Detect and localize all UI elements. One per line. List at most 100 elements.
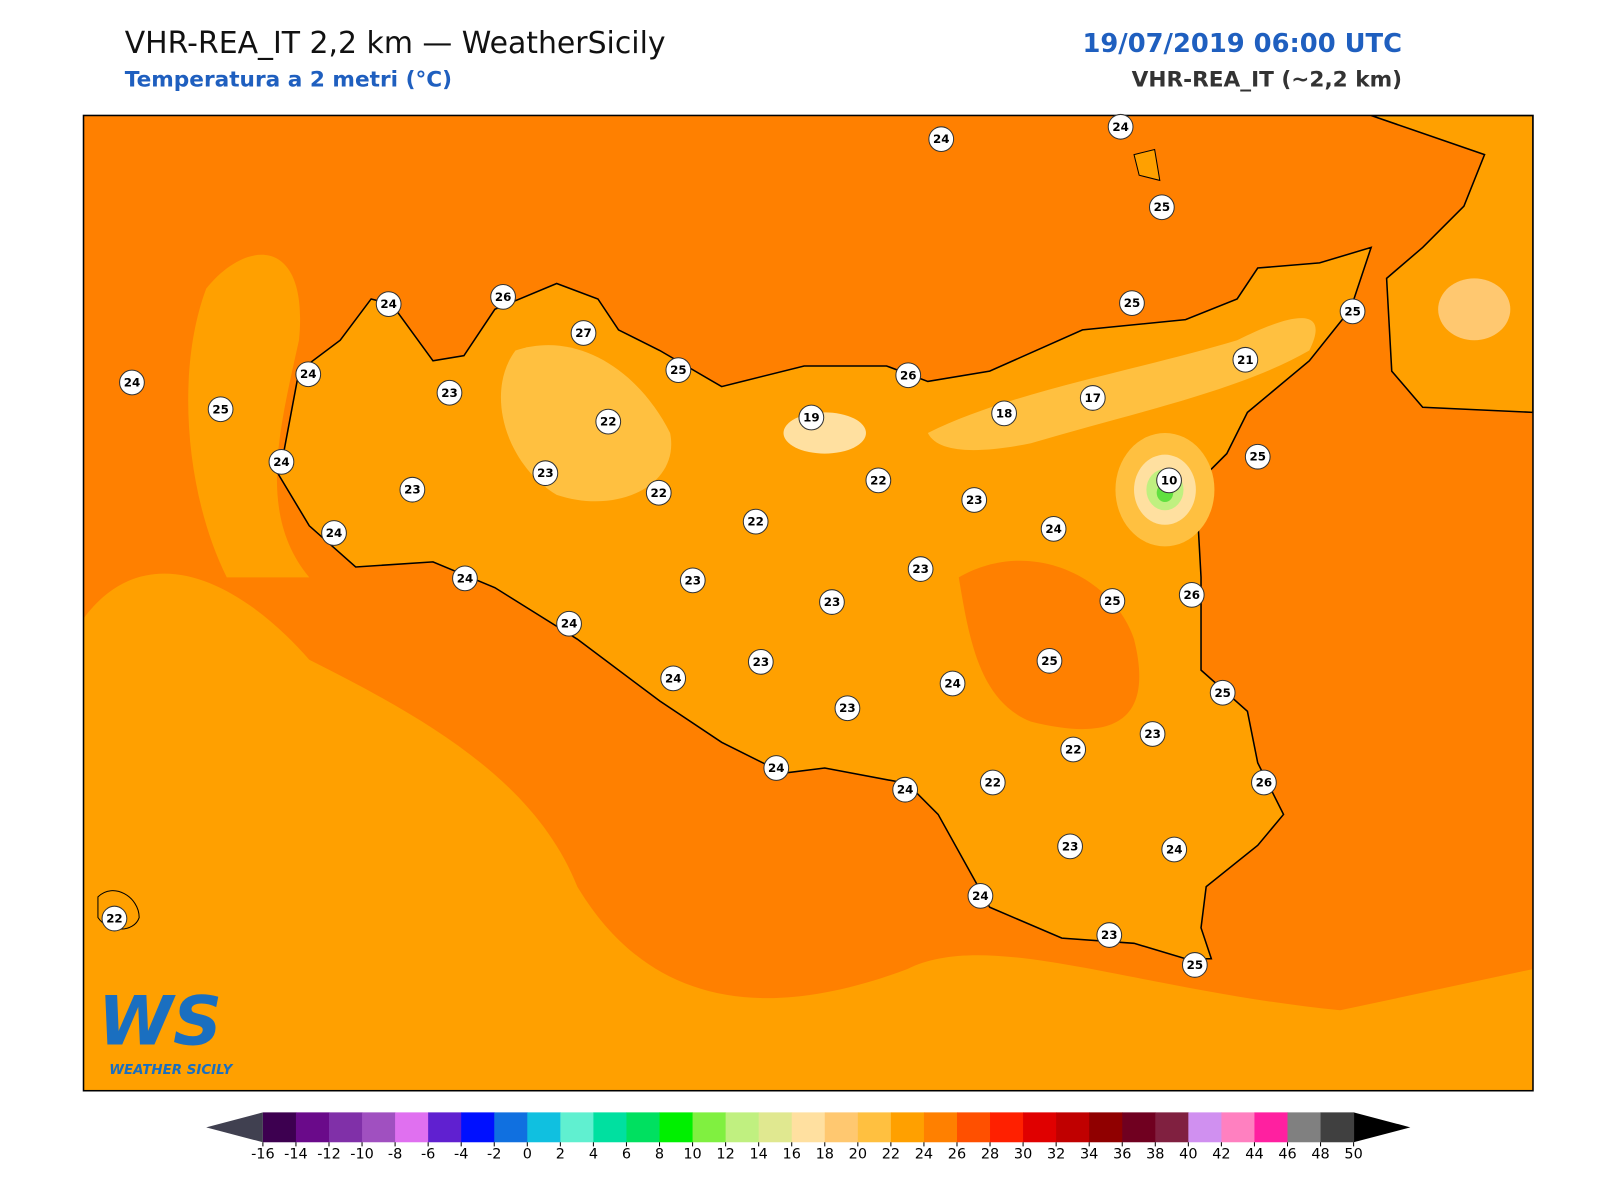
station-marker	[1057, 833, 1083, 860]
colorbar-tick-label: 36	[1113, 1147, 1131, 1163]
colorbar-tick-label: 14	[749, 1147, 767, 1163]
warm-sea-patch	[188, 254, 310, 578]
station: 25	[1036, 647, 1063, 674]
logo: WS WEATHER SICILY	[98, 982, 234, 1078]
station: 22	[979, 769, 1006, 796]
station: 24	[556, 610, 582, 637]
colorbar-segment	[428, 1112, 462, 1143]
station-marker	[556, 610, 582, 637]
station-marker	[490, 284, 516, 310]
station-marker	[834, 695, 861, 722]
station-value: 24	[326, 526, 342, 540]
station-value: 22	[747, 515, 763, 529]
station-marker	[967, 882, 994, 909]
colorbar-tick-label: 46	[1278, 1147, 1296, 1163]
station: 25	[1339, 298, 1366, 325]
station-marker	[268, 448, 295, 475]
station-marker	[532, 460, 559, 487]
run-date: 19/07/2019 06:00 UTC	[1082, 29, 1402, 59]
station: 23	[1096, 922, 1123, 948]
station: 23	[532, 460, 559, 487]
station-marker	[979, 769, 1006, 796]
station-value: 25	[1104, 594, 1120, 608]
station: 25	[1181, 952, 1208, 978]
colorbar: -16 -14 -12 -10 -8 -6 -4 -2 0 2 4 6 8 10 12 14 16 18 20 22 2…	[206, 1112, 1411, 1163]
station-value: 25	[1041, 654, 1057, 668]
station-value: 23	[1101, 928, 1117, 942]
station: 23	[961, 487, 988, 513]
station-marker	[1181, 952, 1208, 978]
colorbar-tick-label: 12	[716, 1147, 734, 1163]
station: 23	[1057, 833, 1083, 860]
station: 24	[119, 369, 145, 396]
station: 23	[1139, 721, 1166, 747]
station-marker	[101, 905, 128, 932]
colorbar-segment	[362, 1112, 396, 1143]
station: 19	[798, 404, 825, 431]
station: 24	[763, 755, 790, 781]
station: 23	[747, 648, 774, 675]
station: 25	[1244, 443, 1271, 470]
colorbar-segment	[593, 1112, 627, 1143]
station-value: 10	[1161, 473, 1177, 487]
station: 22	[101, 905, 128, 932]
station: 23	[436, 379, 463, 406]
colorbar-tick-label: 28	[981, 1147, 999, 1163]
station-marker	[819, 589, 845, 615]
station-marker	[119, 369, 145, 396]
colorbar-segment	[1287, 1112, 1322, 1143]
station-marker	[660, 665, 687, 692]
colorbar-tick-label: 38	[1146, 1147, 1164, 1163]
station-marker	[928, 126, 955, 153]
station: 24	[1040, 515, 1067, 542]
cool-area	[927, 318, 1316, 451]
station-value: 23	[824, 595, 840, 609]
logo-name: WEATHER SICILY	[109, 1063, 233, 1078]
colorbar-tick-label: 0	[523, 1147, 532, 1163]
station-value: 23	[753, 655, 769, 669]
colorbar-segment	[1254, 1112, 1289, 1143]
station-marker	[1232, 346, 1259, 373]
colorbar-tick-label: 20	[849, 1147, 867, 1163]
station-value: 24	[897, 783, 913, 797]
colorbar-segment	[725, 1112, 760, 1143]
colorbar-tick-label: 22	[882, 1147, 900, 1163]
station-marker	[747, 648, 774, 675]
warm-area	[958, 560, 1140, 730]
colorbar-over	[1353, 1112, 1411, 1143]
station-value: 23	[441, 386, 457, 400]
station-marker	[295, 361, 322, 388]
colorbar-segment	[1056, 1112, 1090, 1143]
colorbar-segment	[461, 1112, 495, 1143]
station-marker	[1156, 467, 1182, 494]
station-marker	[1339, 298, 1366, 325]
cool-area	[783, 412, 866, 454]
colorbar-tick-label: -16	[251, 1147, 275, 1163]
model-label: VHR-REA_IT (~2,2 km)	[1132, 67, 1402, 92]
station-value: 25	[1154, 200, 1170, 214]
station: 24	[939, 670, 966, 697]
station-value: 23	[404, 483, 420, 497]
colorbar-segment	[890, 1112, 925, 1143]
map	[82, 114, 1534, 1092]
colorbar-segment	[1089, 1112, 1123, 1143]
station-marker	[763, 755, 790, 781]
colorbar-tick-label: -4	[454, 1147, 468, 1163]
colorbar-segment	[659, 1112, 694, 1143]
station-marker	[1161, 836, 1188, 863]
station-marker	[207, 396, 234, 423]
calabria	[1370, 115, 1533, 414]
colorbar-tick-label: 2	[556, 1147, 565, 1163]
station-marker	[665, 357, 692, 383]
colorbar-segment	[824, 1112, 859, 1143]
station-value: 21	[1237, 353, 1253, 367]
colorbar-segment	[758, 1112, 793, 1143]
station-value: 23	[912, 562, 928, 576]
colorbar-tick-label: -10	[350, 1147, 374, 1163]
station-marker	[1244, 443, 1271, 470]
station-value: 24	[665, 671, 681, 685]
station-marker	[907, 556, 934, 582]
station-value: 24	[380, 297, 396, 311]
station-value: 17	[1085, 391, 1101, 405]
station-marker	[1107, 113, 1134, 140]
